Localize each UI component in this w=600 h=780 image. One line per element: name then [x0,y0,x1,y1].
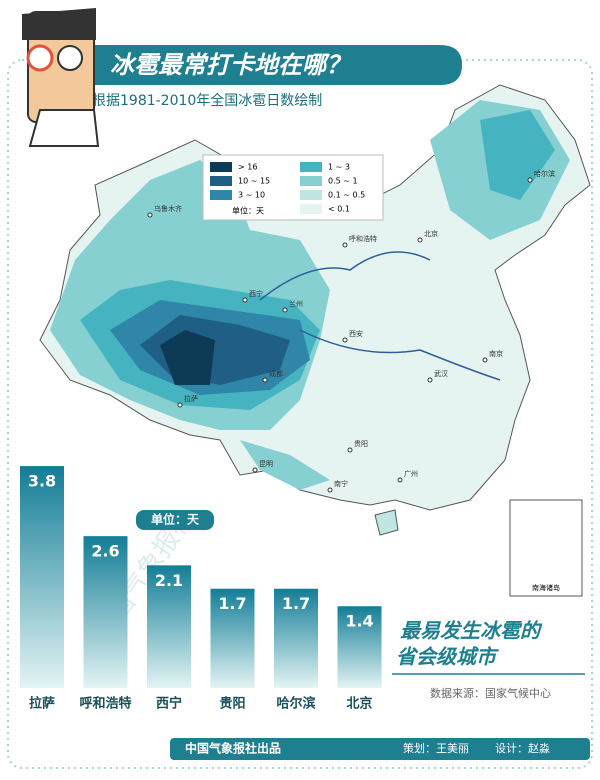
title-banner [90,45,462,85]
legend-label: 1 ~ 3 [328,163,350,172]
city-label: 乌鲁木齐 [154,204,182,213]
legend-label: 3 ~ 10 [238,191,265,200]
subtitle: 根据1981-2010年全国冰雹日数绘制 [92,92,322,109]
legend-label: > 16 [238,163,257,172]
city-dot [427,377,433,383]
bar [147,565,191,688]
designer: 设计：赵淼 [495,741,550,755]
footer-bar [170,738,590,760]
legend-label: 10 ~ 15 [238,177,270,186]
city-dot [417,237,423,243]
city-label: 昆明 [259,460,273,468]
city-label: 兰州 [289,299,303,308]
city-dot [342,242,348,248]
city-label: 南京 [489,349,503,358]
legend-label: 0.5 ~ 1 [328,177,358,186]
legend-label: < 0.1 [328,205,350,214]
legend-swatch [300,204,322,214]
category-label: 拉萨 [29,696,55,712]
chart-title-line: 省会级城市 [396,645,499,669]
legend-swatch [300,190,322,200]
city-dot [147,212,153,218]
bar [274,588,318,688]
category-label: 西宁 [156,696,182,712]
city-dot [482,357,488,363]
value-label: 1.7 [218,594,246,613]
value-label: 2.1 [155,571,183,590]
planner: 策划：王美丽 [403,741,469,755]
value-label: 1.7 [282,594,310,613]
city-dot [397,477,403,483]
city-label: 广州 [404,469,418,478]
mascot [22,8,100,147]
city-label: 贵阳 [354,439,368,448]
legend-swatch [210,176,232,186]
chart-title-line: 最易发生冰雹的 [400,619,543,643]
unit-label: 单位：天 [151,512,200,527]
value-label: 2.6 [91,542,119,561]
city-dot [527,177,533,183]
bar [210,588,255,688]
category-label: 呼和浩特 [79,696,131,712]
city-dot [342,337,348,343]
city-label: 哈尔滨 [534,169,555,178]
city-label: 呼和浩特 [349,234,377,243]
legend-swatch [300,176,322,186]
category-label: 哈尔滨 [276,696,315,712]
inset-box [509,499,583,597]
city-dot [262,377,268,383]
unit-pill [136,510,214,530]
city-label: 北京 [424,229,438,238]
source: 数据来源：国家气候中心 [430,686,551,700]
map: 南海诸岛 单位：天 [39,84,591,597]
category-label: 北京 [346,696,372,712]
map-legend [202,154,384,221]
city-dot [252,467,258,473]
city-label: 西安 [349,329,363,338]
legend-swatch [210,162,232,172]
city-dot [242,297,248,303]
city-label: 成都 [269,369,283,378]
city-label: 拉萨 [184,394,198,403]
city-dot [177,402,183,408]
city-label: 西宁 [249,289,263,298]
category-label: 贵阳 [219,696,245,712]
legend-swatch [210,190,232,200]
city-dot [327,487,333,493]
bar [337,606,382,688]
publisher: 中国气象报社出品 [185,741,281,756]
legend-label: 0.1 ~ 0.5 [328,191,365,200]
bar [83,536,128,688]
bar [20,466,64,688]
legend-swatch [300,162,322,172]
value-label: 1.4 [345,612,373,631]
city-dot [347,447,353,453]
inset-label: 南海诸岛 [532,583,560,592]
map-legend-unit: 单位：天 [232,206,264,216]
value-label: 3.8 [28,472,56,491]
title: 冰雹最常打卡地在哪？ [110,51,350,79]
city-dot [282,307,288,313]
city-label: 武汉 [434,369,448,378]
city-label: 南宁 [334,479,348,488]
